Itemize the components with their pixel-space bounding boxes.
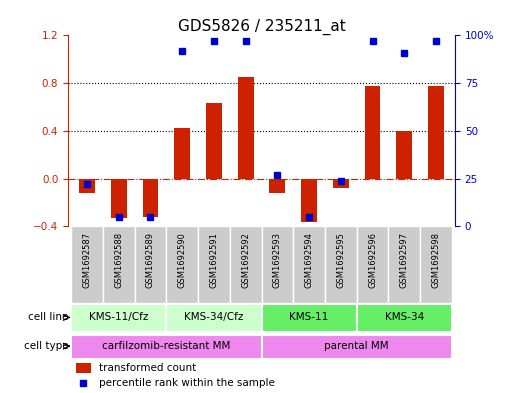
Text: GSM1692589: GSM1692589 [146, 232, 155, 288]
Bar [365, 86, 380, 178]
Text: transformed count: transformed count [99, 363, 196, 373]
Text: GSM1692595: GSM1692595 [336, 232, 345, 288]
FancyBboxPatch shape [262, 335, 452, 359]
Text: GSM1692592: GSM1692592 [241, 232, 250, 288]
FancyBboxPatch shape [71, 335, 262, 359]
Bar [428, 86, 444, 178]
Text: GSM1692593: GSM1692593 [273, 232, 282, 288]
Text: cell type: cell type [24, 341, 69, 351]
FancyBboxPatch shape [166, 226, 198, 303]
Bar [333, 178, 349, 188]
FancyBboxPatch shape [293, 226, 325, 303]
Title: GDS5826 / 235211_at: GDS5826 / 235211_at [178, 19, 345, 35]
Bar [396, 131, 412, 178]
Text: KMS-11/Cfz: KMS-11/Cfz [89, 312, 149, 322]
Text: KMS-34/Cfz: KMS-34/Cfz [184, 312, 244, 322]
Text: GSM1692596: GSM1692596 [368, 232, 377, 288]
FancyBboxPatch shape [262, 226, 293, 303]
Text: parental MM: parental MM [324, 341, 389, 351]
Text: KMS-11: KMS-11 [289, 312, 329, 322]
FancyBboxPatch shape [230, 226, 262, 303]
Text: percentile rank within the sample: percentile rank within the sample [99, 378, 275, 387]
FancyBboxPatch shape [134, 226, 166, 303]
FancyBboxPatch shape [389, 226, 420, 303]
Text: GSM1692594: GSM1692594 [304, 232, 314, 288]
Bar [79, 178, 95, 193]
Bar [174, 129, 190, 178]
Bar [269, 178, 285, 193]
Text: GSM1692590: GSM1692590 [178, 232, 187, 288]
FancyBboxPatch shape [325, 226, 357, 303]
Text: cell line: cell line [28, 312, 69, 322]
Text: GSM1692588: GSM1692588 [114, 232, 123, 288]
Text: GSM1692597: GSM1692597 [400, 232, 409, 288]
FancyBboxPatch shape [262, 304, 357, 332]
Text: GSM1692598: GSM1692598 [431, 232, 440, 288]
Bar [301, 178, 317, 222]
Bar [238, 77, 254, 178]
FancyBboxPatch shape [166, 304, 262, 332]
FancyBboxPatch shape [71, 304, 166, 332]
Bar [206, 103, 222, 178]
Text: GSM1692587: GSM1692587 [83, 232, 92, 288]
Text: carfilzomib-resistant MM: carfilzomib-resistant MM [102, 341, 231, 351]
Bar [111, 178, 127, 218]
FancyBboxPatch shape [420, 226, 452, 303]
FancyBboxPatch shape [357, 304, 452, 332]
FancyBboxPatch shape [357, 226, 389, 303]
FancyBboxPatch shape [103, 226, 134, 303]
FancyBboxPatch shape [71, 226, 103, 303]
Bar [76, 363, 91, 373]
Bar [143, 178, 158, 217]
Text: KMS-34: KMS-34 [384, 312, 424, 322]
FancyBboxPatch shape [198, 226, 230, 303]
Text: GSM1692591: GSM1692591 [209, 232, 219, 288]
